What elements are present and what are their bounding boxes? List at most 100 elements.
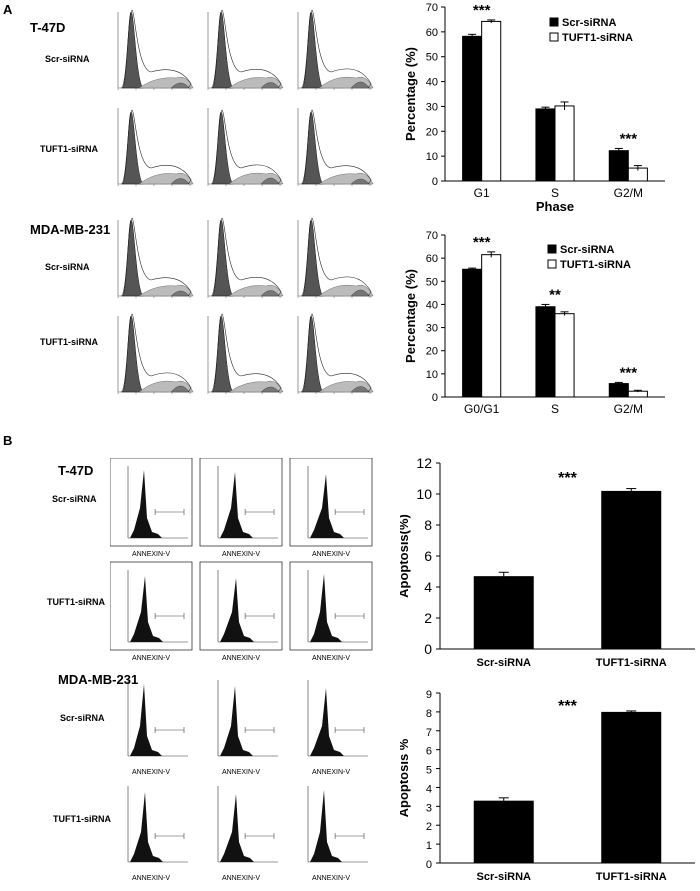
bar (601, 711, 662, 863)
y-tick-label: 2 (426, 821, 432, 833)
legend-swatch (547, 244, 557, 254)
significance-label: ** (549, 286, 561, 303)
thumb-xlabel: ANNEXIN-V (222, 655, 260, 662)
g1-peak (121, 11, 144, 89)
b-t47d-scr-label: Scr-siRNA (52, 494, 97, 504)
flow-thumb: ANNEXIN-V (307, 680, 368, 776)
y-axis-label: Percentage (%) (403, 269, 418, 363)
histogram-thumb (207, 10, 284, 90)
histogram-thumb (297, 108, 374, 186)
a-mda-histogram-grid (117, 218, 374, 394)
g1-peak (121, 315, 144, 393)
y-tick-label: 0 (424, 641, 432, 657)
fit-outline (300, 218, 372, 297)
bar (554, 105, 575, 182)
fit-outline (120, 313, 192, 393)
thumb-frame (199, 458, 283, 547)
g2-peak (170, 82, 190, 89)
fit-outline (210, 313, 282, 393)
significance-label: *** (473, 234, 491, 251)
bar (481, 20, 502, 182)
legend-swatch (549, 32, 559, 42)
g2-peak (350, 178, 370, 185)
x-tick-label: S (551, 402, 559, 415)
histogram-fill (130, 792, 163, 862)
bar (535, 108, 556, 182)
thumb-frame (110, 561, 193, 651)
g1-peak (211, 111, 234, 185)
g1-peak (301, 315, 324, 393)
b-t47d-flow-grid: ANNEXIN-V ANNEXIN-V ANNEXIN-V ANNEXIN-V ANNE… (110, 458, 373, 662)
g1-peak (211, 11, 234, 89)
bar (462, 268, 483, 398)
flow-thumb: ANNEXIN-V (110, 458, 193, 558)
g2-peak (260, 177, 280, 185)
histogram-thumb (117, 313, 194, 394)
flow-thumb: ANNEXIN-V (127, 786, 188, 882)
histogram-fill (130, 576, 163, 642)
x-tick-label: Scr-siRNA (477, 657, 531, 669)
histogram-thumb (207, 218, 284, 298)
flow-thumb: ANNEXIN-V (307, 786, 368, 882)
bar (462, 35, 483, 182)
thumb-xlabel: ANNEXIN-V (222, 551, 260, 558)
histogram-fill (220, 686, 253, 756)
bar (481, 254, 502, 398)
significance-label: *** (620, 364, 638, 381)
thumb-xlabel: ANNEXIN-V (132, 655, 170, 662)
thumb-xlabel: ANNEXIN-V (132, 875, 170, 882)
histogram-thumb (207, 313, 284, 394)
fit-outline (210, 218, 282, 297)
histogram-fill (130, 470, 162, 538)
thumb-xlabel: ANNEXIN-V (312, 875, 350, 882)
histogram-fill (310, 574, 342, 642)
a-mda-title: MDA-MB-231 (30, 222, 111, 237)
thumb-xlabel: ANNEXIN-V (132, 769, 170, 776)
thumb-xlabel: ANNEXIN-V (222, 769, 260, 776)
g1-peak (301, 111, 324, 185)
histogram-fill (310, 790, 342, 862)
y-tick-label: 0 (432, 392, 438, 404)
y-tick-label: 70 (426, 2, 438, 14)
flow-thumb: ANNEXIN-V (199, 458, 283, 558)
flow-thumb: ANNEXIN-V (289, 561, 373, 662)
b-t47d-title: T-47D (58, 463, 94, 478)
y-tick-label: 10 (416, 486, 432, 502)
histogram-thumb (117, 108, 194, 186)
g2-peak (350, 289, 370, 297)
y-tick-label: 50 (426, 52, 438, 64)
legend-swatch (547, 259, 557, 269)
fit-outline (300, 109, 372, 185)
x-tick-label: G1 (474, 186, 490, 200)
y-tick-label: 4 (424, 579, 432, 595)
y-tick-label: 4 (426, 783, 432, 795)
histogram-thumb (297, 218, 374, 298)
fit-outline (300, 10, 372, 89)
b-mda-tuft1-label: TUFT1-siRNA (53, 814, 111, 824)
g2-peak (350, 386, 370, 393)
g2-peak (260, 386, 280, 393)
histogram-thumb (207, 108, 284, 186)
legend-label: TUFT1-siRNA (560, 259, 631, 271)
g1-peak (211, 315, 234, 393)
a-t47d-title: T-47D (30, 20, 66, 35)
bar (473, 576, 534, 649)
y-tick-label: 6 (426, 746, 432, 758)
b-mda-flow-grid: ANNEXIN-V ANNEXIN-V ANNEXIN-V ANNEXIN-V ANNE… (127, 680, 368, 882)
thumb-xlabel: ANNEXIN-V (312, 655, 350, 662)
significance-label: *** (620, 130, 638, 147)
panel-b-label: B (3, 433, 13, 448)
y-tick-label: 7 (426, 727, 432, 739)
histogram-thumb (297, 313, 374, 394)
thumb-frame (289, 561, 373, 651)
y-tick-label: 2 (424, 610, 432, 626)
y-tick-label: 9 (426, 689, 432, 701)
bar (554, 313, 575, 398)
bar (535, 306, 556, 398)
fit-outline (300, 313, 372, 393)
y-axis-label: Percentage (%) (403, 47, 418, 141)
y-tick-label: 0 (432, 176, 438, 188)
thumb-xlabel: ANNEXIN-V (222, 875, 260, 882)
g2-peak (260, 82, 280, 89)
thumb-frame (110, 458, 193, 547)
